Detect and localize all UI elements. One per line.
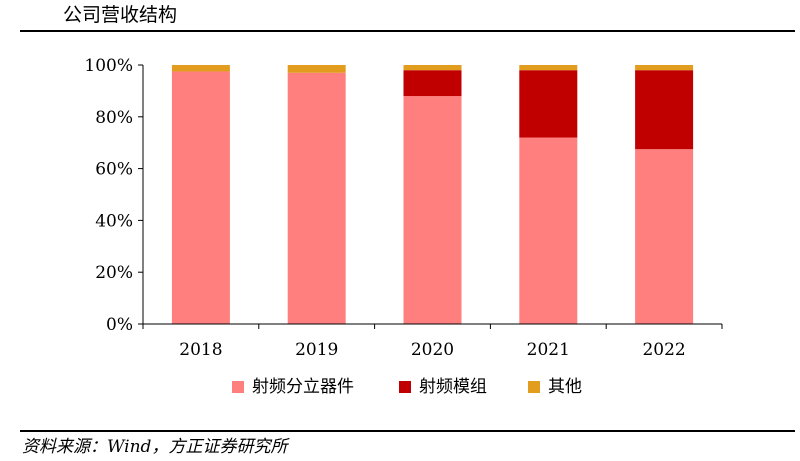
legend-swatch-1 [399,381,411,393]
bar-2020-series-2 [403,65,462,71]
bar-2020-series-1 [403,70,462,97]
source-note: 资料来源：Wind，方正证券研究所 [22,437,288,457]
legend-label-0: 射频分立器件 [252,377,354,397]
y-tick-label: 60% [95,160,133,180]
bottom-rule [20,430,795,432]
x-tick-label: 2020 [411,340,454,360]
y-tick-label: 0% [106,315,133,335]
bar-2022-series-1 [635,70,694,150]
y-tick-label: 40% [95,211,133,231]
x-tick-label: 2019 [295,340,338,360]
legend-swatch-2 [528,381,540,393]
bar-2021-series-0 [519,137,578,324]
y-tick-label: 80% [95,108,133,128]
bars-group [171,65,694,325]
legend-label-1: 射频模组 [419,377,487,397]
chart-title: 公司营收结构 [63,4,178,26]
bar-2018-series-0 [171,71,230,324]
x-tick-label: 2018 [179,340,222,360]
bar-2020-series-0 [403,96,462,324]
bar-2021-series-1 [519,70,578,138]
x-tick-label: 2022 [642,340,685,360]
bar-2021-series-2 [519,65,578,71]
bar-2018-series-2 [171,65,230,72]
x-ticks-group: 2018 2019 2020 2021 2022 [142,324,723,360]
bar-2019-series-0 [287,72,346,325]
x-tick-label: 2021 [527,340,570,360]
legend-label-2: 其他 [548,377,582,397]
legend: 射频分立器件 射频模组 其他 [232,377,582,397]
y-tick-label: 100% [84,56,133,76]
y-tick-label: 20% [95,263,133,283]
legend-swatch-0 [232,381,244,393]
top-rule [20,30,795,32]
bar-2019-series-2 [287,65,346,73]
bar-2022-series-2 [635,65,694,71]
y-ticks-group: 0% 20% 40% 60% 80% 100% [84,56,143,335]
bar-2022-series-0 [635,149,694,324]
